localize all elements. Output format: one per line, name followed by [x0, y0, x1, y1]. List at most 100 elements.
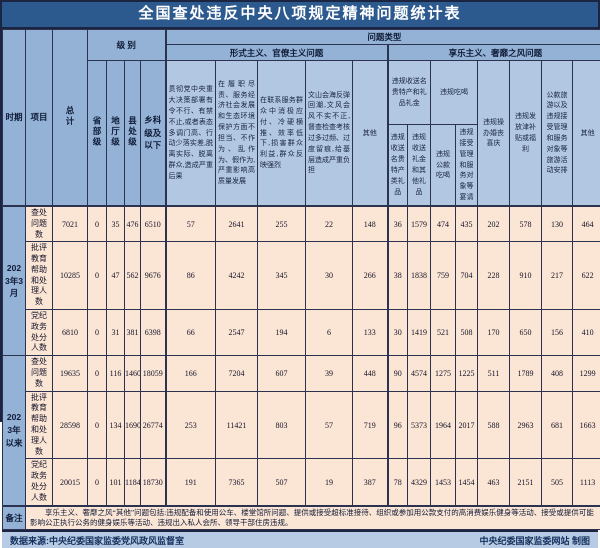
value-cell: 90: [388, 356, 408, 391]
total-label: 总计: [64, 106, 76, 127]
value-cell: 9676: [141, 242, 166, 310]
value-cell: 4574: [408, 356, 431, 391]
value-cell: 0: [88, 310, 107, 356]
value-cell: 759: [431, 242, 456, 310]
col-header-public-funded-travel: 公款旅游以及违规接受管理和服务对象等旅游活动安排: [542, 61, 573, 206]
col-header-gifts-specialty: 违规收送名贵特产类礼品: [388, 125, 408, 206]
value-cell: 266: [353, 242, 388, 310]
row-label: 查处问题数: [26, 356, 53, 391]
value-cell: 202: [478, 206, 510, 242]
value-cell: 463: [478, 459, 510, 506]
col-header-dining-banquets: 违规接受管理和服务对象等宴请: [456, 125, 478, 206]
col-header-weddings-funerals: 违规操办婚丧喜庆: [478, 61, 510, 206]
value-cell: 30: [388, 310, 408, 356]
row-label: 批评教育帮助和处理人数: [26, 391, 53, 459]
col-header-formalism-4: 文山会海反弹回潮,文风会风不实不正,督查检查考核过多过频、过度留痕,给基层造成严…: [306, 61, 353, 206]
value-cell: 1460: [125, 356, 141, 391]
value-cell: 505: [542, 459, 573, 506]
col-header-item: 项目: [26, 30, 53, 206]
value-cell: 511: [478, 356, 510, 391]
row-label: 查处问题数: [26, 206, 53, 242]
value-cell: 18730: [141, 459, 166, 506]
value-cell: 0: [88, 356, 107, 391]
value-cell: 39: [306, 356, 353, 391]
value-cell: 7365: [216, 459, 258, 506]
value-cell: 148: [353, 206, 388, 242]
data-source: 数据来源:中央纪委国家监委党风政风监督室: [10, 534, 184, 547]
value-cell: 57: [306, 391, 353, 459]
table-header: 时期 项目 总计 级 别 问题类型 形式主义、官僚主义问题 享乐主义、奢靡之风问…: [3, 30, 600, 206]
value-cell: 36: [388, 206, 408, 242]
row-label: 批评教育帮助和处理人数: [26, 242, 53, 310]
value-cell: 681: [542, 391, 573, 459]
col-header-hedonism-group: 享乐主义、奢靡之风问题: [388, 45, 600, 61]
value-cell: 31: [107, 310, 125, 356]
value-cell: 18059: [141, 356, 166, 391]
value-cell: 86: [166, 242, 216, 310]
col-header-level-township: 乡科级及以下: [141, 61, 166, 206]
value-cell: 133: [353, 310, 388, 356]
value-cell: 228: [478, 242, 510, 310]
value-cell: 588: [478, 391, 510, 459]
col-header-level-county: 县处级: [125, 61, 141, 206]
value-cell: 562: [125, 242, 141, 310]
value-cell: 2547: [216, 310, 258, 356]
value-cell: 1184: [125, 459, 141, 506]
header-row-3: 省部级 地厅级 县处级 乡科级及以下 贯彻党中央重大决策部署有令不行、有禁不止,…: [3, 61, 600, 125]
credit: 中央纪委国家监委网站 制图: [479, 534, 590, 547]
remark-text: 享乐主义、奢靡之风“其他”问题包括:违规配备和使用公车、楼堂馆所问题、提供或接受…: [26, 506, 600, 530]
value-cell: 521: [431, 310, 456, 356]
col-header-formalism-2: 在履职尽责、服务经济社会发展和生态环境保护方面不担当、不作为、乱作为、假作为,严…: [216, 61, 258, 206]
value-cell: 345: [258, 242, 306, 310]
value-cell: 464: [573, 206, 600, 242]
period-label: 2023年以来: [3, 356, 26, 506]
value-cell: 910: [510, 242, 542, 310]
value-cell: 650: [510, 310, 542, 356]
col-header-formalism-3: 在联系服务群众中消极应付、冷硬横推、效率低下,损害群众利益,群众反映强烈: [258, 61, 306, 206]
value-cell: 96: [388, 391, 408, 459]
col-header-level-province: 省部级: [88, 61, 107, 206]
value-cell: 253: [166, 391, 216, 459]
value-cell: 0: [88, 391, 107, 459]
value-cell: 166: [166, 356, 216, 391]
period-label: 2023年3月: [3, 206, 26, 356]
value-cell: 622: [573, 242, 600, 310]
value-cell: 4329: [408, 459, 431, 506]
col-header-hedonism-other: 其他: [573, 61, 600, 206]
value-cell: 134: [107, 391, 125, 459]
value-cell: 448: [353, 356, 388, 391]
col-header-gifts-group: 违规收送名贵特产和礼品礼金: [388, 61, 431, 125]
col-header-period: 时期: [3, 30, 26, 206]
col-header-total: 总计: [53, 30, 88, 206]
value-cell: 0: [88, 206, 107, 242]
value-cell: 1789: [510, 356, 542, 391]
value-cell: 1964: [431, 391, 456, 459]
col-header-formalism-other: 其他: [353, 61, 388, 206]
col-header-dining-group: 违规吃喝: [431, 61, 478, 125]
statistics-report: 全国查处违反中央八项规定精神问题统计表 时期 项目 总计 级 别 问题类型 形式…: [0, 0, 600, 422]
value-cell: 1225: [456, 356, 478, 391]
value-cell: 10285: [53, 242, 88, 310]
value-cell: 57: [166, 206, 216, 242]
value-cell: 6510: [141, 206, 166, 242]
value-cell: 255: [258, 206, 306, 242]
value-cell: 1419: [408, 310, 431, 356]
statistics-table: 时期 项目 总计 级 别 问题类型 形式主义、官僚主义问题 享乐主义、奢靡之风问…: [2, 29, 600, 530]
value-cell: 194: [258, 310, 306, 356]
value-cell: 474: [431, 206, 456, 242]
value-cell: 2151: [510, 459, 542, 506]
value-cell: 435: [456, 206, 478, 242]
value-cell: 1113: [573, 459, 600, 506]
value-cell: 381: [125, 310, 141, 356]
value-cell: 101: [107, 459, 125, 506]
col-header-level-prefecture: 地厅级: [107, 61, 125, 206]
row-label: 党纪政务处分人数: [26, 310, 53, 356]
value-cell: 1275: [431, 356, 456, 391]
value-cell: 476: [125, 206, 141, 242]
value-cell: 1299: [573, 356, 600, 391]
col-header-dining-public-funds: 违规公款吃喝: [431, 125, 456, 206]
value-cell: 1579: [408, 206, 431, 242]
